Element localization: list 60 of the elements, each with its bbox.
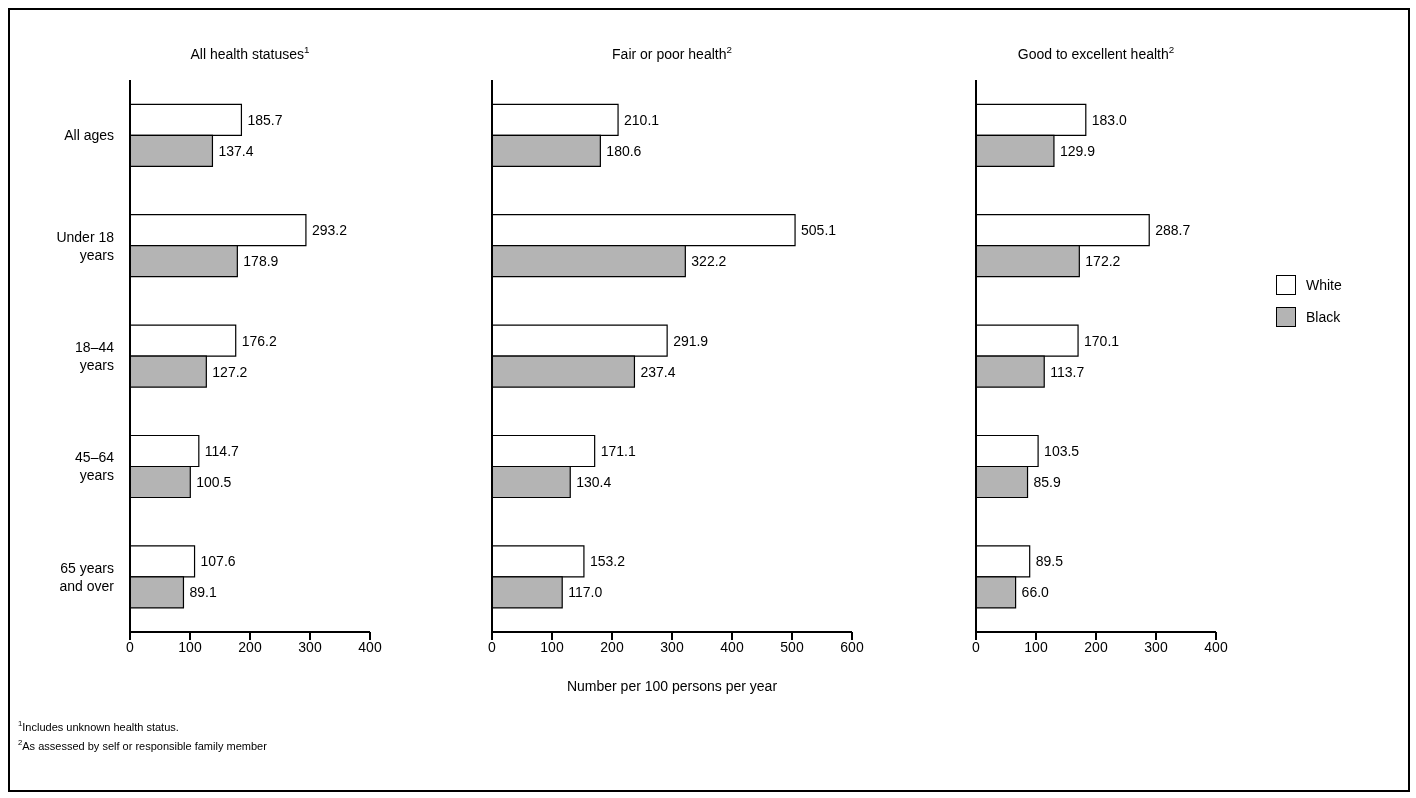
data-label: 291.9 — [673, 332, 709, 349]
x-tick-label: 600 — [840, 638, 864, 655]
x-tick-label: 200 — [1084, 638, 1108, 655]
x-tick-label: 200 — [600, 638, 624, 655]
data-label: 210.1 — [624, 111, 660, 128]
data-label: 172.2 — [1085, 253, 1121, 270]
data-label: 176.2 — [241, 332, 277, 349]
legend-label: White — [1306, 277, 1342, 293]
data-label: 130.4 — [576, 473, 612, 490]
data-label: 107.6 — [200, 553, 236, 570]
x-tick-label: 500 — [780, 638, 804, 655]
x-tick-label: 100 — [540, 638, 564, 655]
x-tick-label: 300 — [660, 638, 684, 655]
x-tick-label: 100 — [178, 638, 202, 655]
data-label: 178.9 — [243, 253, 279, 270]
x-axis-title: Number per 100 persons per year — [566, 678, 778, 694]
data-label: 180.6 — [606, 142, 642, 159]
x-tick-label: 0 — [488, 638, 497, 655]
data-label: 153.2 — [589, 553, 626, 570]
chart-title: Fair or poor health$^{2}$ — [612, 44, 732, 62]
y-tick-label: Under 18 years — [56, 228, 115, 263]
data-label: 288.7 — [1155, 222, 1191, 239]
data-label: 85.9 — [1033, 473, 1061, 490]
y-tick-label: All ages — [64, 127, 114, 144]
data-label: 170.1 — [1084, 332, 1120, 349]
data-label: 117.0 — [568, 584, 603, 601]
data-label: 322.2 — [691, 253, 727, 270]
x-tick-label: 0 — [972, 638, 981, 655]
text: $^{2}$As assessed by self or responsible family member — [18, 737, 267, 752]
data-label: 113.7 — [1050, 363, 1085, 380]
data-label: 114.7 — [204, 442, 240, 459]
data-label: 66.0 — [1021, 584, 1050, 601]
chart-title: Good to excellent health$^{2}$ — [1017, 44, 1175, 62]
data-label: 129.9 — [1059, 142, 1096, 159]
text: $^{1}$Includes unknown health status. — [18, 719, 179, 733]
x-tick-label: 400 — [720, 638, 744, 655]
x-tick-label: 100 — [1024, 638, 1048, 655]
data-label: 100.5 — [196, 473, 232, 490]
x-tick-label: 400 — [1204, 638, 1228, 655]
data-label: 103.5 — [1044, 442, 1080, 459]
data-label: 137.4 — [218, 142, 254, 159]
legend-label: Black — [1306, 309, 1341, 325]
y-tick-label: 65 years and over — [59, 559, 115, 594]
data-label: 185.7 — [247, 111, 283, 128]
data-label: 505.1 — [801, 222, 837, 239]
data-label: 171.1 — [600, 442, 636, 459]
y-tick-label: 45–64 years — [75, 449, 115, 484]
x-tick-label: 400 — [358, 638, 382, 655]
chart-title: All health statuses$^{1}$ — [190, 44, 310, 62]
x-tick-label: 200 — [238, 638, 262, 655]
data-label: 237.4 — [640, 363, 676, 380]
y-tick-label: 18–44 years — [75, 339, 115, 373]
data-label: 89.1 — [189, 584, 217, 601]
data-label: 89.5 — [1035, 553, 1064, 570]
x-tick-label: 0 — [126, 638, 135, 655]
data-label: 183.0 — [1091, 111, 1128, 128]
x-tick-label: 300 — [1144, 638, 1168, 655]
data-label: 293.2 — [311, 222, 348, 239]
data-label: 127.2 — [212, 363, 248, 380]
x-tick-label: 300 — [298, 638, 322, 655]
